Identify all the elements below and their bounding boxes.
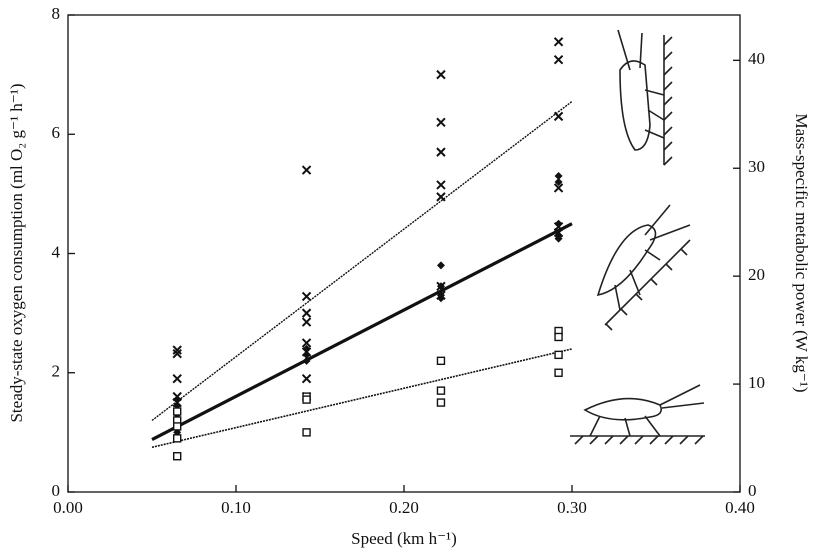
- data-point: [436, 356, 446, 366]
- data-point: [554, 350, 563, 360]
- data-point: [172, 434, 182, 443]
- data-point: [436, 386, 446, 395]
- data-point: [172, 407, 182, 416]
- y-axis-label: Steady-state oxygen consumption (ml O₂ g…: [7, 83, 26, 422]
- data-point: [436, 398, 446, 407]
- data-point: [436, 147, 446, 157]
- plot-frame: [67, 14, 741, 493]
- data-point: [554, 171, 563, 180]
- data-point: [172, 422, 182, 431]
- data-point: [172, 348, 182, 359]
- x-tick-label: 0.20: [389, 498, 419, 517]
- data-point: [302, 350, 311, 359]
- data-point: [436, 282, 445, 291]
- x-tick-label: 0.40: [725, 498, 755, 517]
- data-point: [302, 356, 311, 365]
- y2-axis-label: Mass-specific metabolic power (W kg⁻¹): [792, 113, 811, 392]
- data-point: [554, 177, 563, 186]
- data-point: [436, 192, 446, 202]
- y2-tick-label: 30: [748, 157, 765, 176]
- y2-tick-label: 10: [748, 373, 765, 392]
- data-point: [436, 294, 445, 303]
- x-tick-label: 0.00: [53, 498, 83, 517]
- fit-line: [151, 222, 573, 441]
- data-point: [436, 180, 446, 190]
- y2-tick-label: 0: [748, 481, 757, 500]
- y-tick-label: 2: [52, 362, 61, 381]
- data-point: [301, 308, 312, 318]
- data-point: [553, 111, 564, 122]
- y-tick-label: 8: [52, 4, 61, 23]
- data-point: [554, 368, 563, 377]
- y2-tick-label: 20: [748, 265, 765, 284]
- fit-line: [151, 348, 573, 449]
- data-point: [301, 374, 312, 384]
- x-axis-label: Speed (km h⁻¹): [351, 529, 457, 548]
- data-point: [172, 374, 182, 384]
- data-point: [436, 69, 446, 80]
- data-point: [553, 55, 564, 65]
- data-point: [302, 344, 311, 353]
- data-point: [172, 452, 182, 461]
- data-point: [301, 338, 312, 348]
- data-point: [301, 291, 312, 302]
- data-point: [553, 183, 564, 193]
- data-point: [436, 261, 445, 270]
- data-point: [302, 428, 311, 437]
- data-point: [554, 219, 563, 228]
- data-point: [302, 395, 311, 404]
- data-point: [172, 345, 182, 355]
- data-point: [553, 37, 564, 47]
- y-tick-label: 4: [52, 242, 61, 261]
- y-tick-label: 6: [52, 123, 61, 142]
- fit-line: [151, 100, 573, 422]
- insect-icons: [570, 29, 705, 445]
- y2-tick-label: 40: [748, 49, 765, 68]
- x-tick-label: 0.10: [221, 498, 251, 517]
- data-point: [554, 332, 563, 342]
- data-point: [436, 117, 446, 128]
- data-point: [301, 317, 312, 327]
- x-tick-label: 0.30: [557, 498, 587, 517]
- data-point: [173, 395, 182, 404]
- data-point: [554, 234, 563, 243]
- y-tick-label: 0: [52, 481, 61, 500]
- data-point: [301, 165, 312, 175]
